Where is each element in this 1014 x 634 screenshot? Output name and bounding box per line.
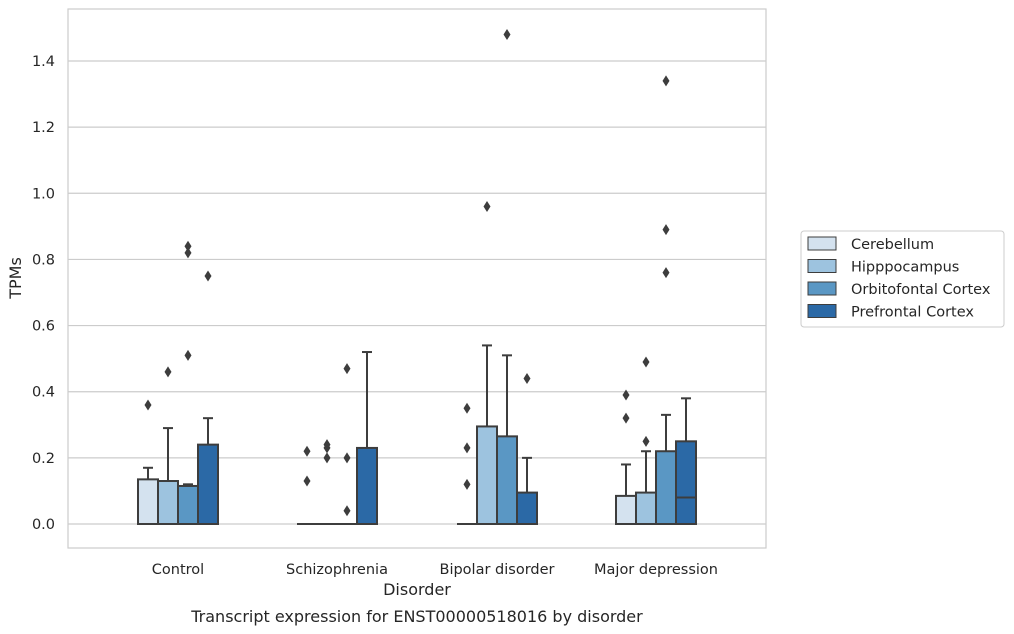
legend-label: Orbitofontal Cortex xyxy=(851,282,991,298)
x-tick-label: Bipolar disorder xyxy=(440,562,555,578)
outlier-point xyxy=(184,247,192,259)
legend-swatch xyxy=(807,304,837,318)
box-group xyxy=(516,372,538,526)
chart-caption: Transcript expression for ENST0000051801… xyxy=(190,607,643,626)
box xyxy=(137,478,159,526)
outlier-point xyxy=(662,75,670,87)
outlier-point xyxy=(523,372,531,384)
outlier-point xyxy=(343,505,351,517)
box-group xyxy=(615,389,637,525)
outlier-point xyxy=(303,475,311,487)
outlier-point xyxy=(463,402,471,414)
box-group xyxy=(655,75,677,525)
box-group xyxy=(157,366,179,525)
outlier-point xyxy=(463,442,471,454)
outlier-point xyxy=(662,267,670,279)
outlier-point xyxy=(622,389,630,401)
box-group xyxy=(197,270,219,525)
x-axis-title: Disorder xyxy=(383,580,451,599)
box xyxy=(356,446,378,525)
outlier-point xyxy=(323,452,331,464)
outlier-point xyxy=(184,349,192,361)
outlier-point xyxy=(343,363,351,375)
y-tick-labels: 0.0 0.2 0.4 0.6 0.8 1.0 1.2 1.4 xyxy=(32,54,55,533)
y-tick-label: 0.2 xyxy=(32,451,55,467)
box xyxy=(476,425,498,526)
legend: Cerebellum Hipppocampus Orbitofontal Corte… xyxy=(800,230,1005,328)
box xyxy=(655,450,677,525)
box-group xyxy=(297,445,317,525)
x-tick-labels: Control Schizophrenia Bipolar disorder Majo… xyxy=(152,562,718,578)
box-group xyxy=(496,29,518,525)
box xyxy=(675,440,697,526)
outlier-point xyxy=(622,412,630,424)
y-tick-label: 0.0 xyxy=(32,517,55,533)
box xyxy=(177,484,199,526)
y-tick-label: 0.8 xyxy=(32,252,55,268)
box-group xyxy=(356,351,378,525)
y-tick-label: 1.4 xyxy=(32,54,55,70)
outlier-point xyxy=(303,445,311,457)
legend-swatch xyxy=(807,259,837,273)
boxes xyxy=(137,29,697,526)
outlier-point xyxy=(184,240,192,252)
box xyxy=(197,443,219,525)
legend-frame xyxy=(800,230,1005,328)
outlier-point xyxy=(503,29,511,41)
y-axis-title: TPMs xyxy=(6,257,25,300)
outlier-point xyxy=(463,478,471,490)
outlier-point xyxy=(662,224,670,236)
legend-label: Hipppocampus xyxy=(851,260,959,276)
box xyxy=(615,494,637,525)
legend-label: Cerebellum xyxy=(851,237,934,253)
x-tick-label: Schizophrenia xyxy=(286,562,388,578)
y-tick-label: 1.2 xyxy=(32,120,55,136)
box-group xyxy=(675,397,697,526)
box xyxy=(496,435,518,525)
outlier-point xyxy=(164,366,172,378)
y-tick-label: 0.6 xyxy=(32,319,55,335)
box-group xyxy=(137,399,159,526)
box xyxy=(157,480,179,525)
box-group xyxy=(457,402,477,525)
box-group xyxy=(337,363,357,525)
y-tick-label: 1.0 xyxy=(32,186,55,202)
legend-label: Prefrontal Cortex xyxy=(851,305,974,321)
box-group xyxy=(635,356,657,526)
outlier-point xyxy=(642,435,650,447)
outlier-point xyxy=(343,452,351,464)
y-tick-label: 0.4 xyxy=(32,385,55,401)
outlier-point xyxy=(642,356,650,368)
legend-swatch xyxy=(807,281,837,296)
legend-swatch xyxy=(807,236,837,251)
outlier-point xyxy=(204,270,212,282)
x-tick-label: Major depression xyxy=(594,562,718,578)
plot-frame xyxy=(67,8,767,549)
outlier-point xyxy=(323,439,331,451)
outlier-point xyxy=(483,201,491,213)
box xyxy=(635,491,657,526)
outlier-point xyxy=(144,399,152,411)
box-group xyxy=(317,439,337,525)
box xyxy=(516,491,538,526)
x-tick-label: Control xyxy=(152,562,204,578)
